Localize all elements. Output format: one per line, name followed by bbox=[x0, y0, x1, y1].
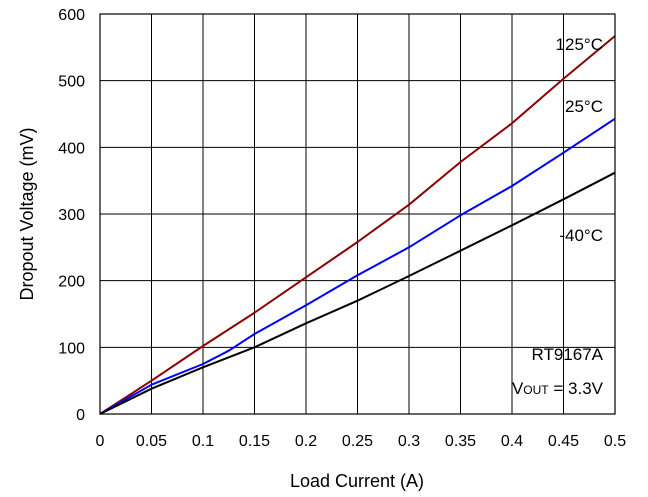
series-line-3 bbox=[99, 171, 616, 415]
device-name-annotation: RT9167A bbox=[531, 345, 603, 364]
y-tick-label: 300 bbox=[58, 207, 85, 224]
x-tick-label: 0.5 bbox=[604, 433, 626, 450]
series-labels: 125°C 25°C -40°C bbox=[556, 35, 603, 245]
x-tick-label: 0.4 bbox=[501, 433, 523, 450]
y-tick-labels: 0 100 200 300 400 500 600 bbox=[58, 7, 85, 424]
y-tick-label: 200 bbox=[58, 274, 85, 291]
x-tick-label: 0 bbox=[96, 433, 105, 450]
plot-frame bbox=[99, 13, 616, 415]
y-tick-label: 0 bbox=[76, 407, 85, 424]
x-tick-label: 0.1 bbox=[192, 433, 214, 450]
series-line-2 bbox=[99, 117, 616, 415]
y-tick-label: 400 bbox=[58, 140, 85, 157]
x-tick-label: 0.2 bbox=[295, 433, 317, 450]
y-tick-label: 500 bbox=[58, 74, 85, 91]
series-lines bbox=[99, 35, 616, 415]
series-label-2: 25°C bbox=[565, 97, 603, 116]
series-line-1 bbox=[99, 35, 616, 415]
x-tick-labels: 0 0.05 0.1 0.15 0.2 0.25 0.3 0.35 0.4 0.45 0.5 bbox=[96, 433, 627, 450]
x-tick-label: 0.25 bbox=[342, 433, 373, 450]
x-tick-label: 0.15 bbox=[239, 433, 270, 450]
x-tick-label: 0.05 bbox=[136, 433, 167, 450]
series-label-1: 125°C bbox=[556, 35, 603, 54]
x-axis-title: Load Current (A) bbox=[290, 471, 424, 491]
x-tick-label: 0.3 bbox=[398, 433, 420, 450]
x-tick-label: 0.35 bbox=[445, 433, 476, 450]
y-tick-label: 100 bbox=[58, 340, 85, 357]
vout-prefix: V bbox=[512, 379, 524, 398]
vout-annotation: VOUT = 3.3V bbox=[512, 379, 604, 398]
vout-subscript: OUT bbox=[523, 383, 549, 397]
x-tick-label: 0.45 bbox=[548, 433, 579, 450]
y-tick-label: 600 bbox=[58, 7, 85, 24]
series-label-3: -40°C bbox=[559, 226, 603, 245]
vout-value: = 3.3V bbox=[549, 379, 604, 398]
y-axis-title: Dropout Voltage (mV) bbox=[17, 127, 37, 300]
